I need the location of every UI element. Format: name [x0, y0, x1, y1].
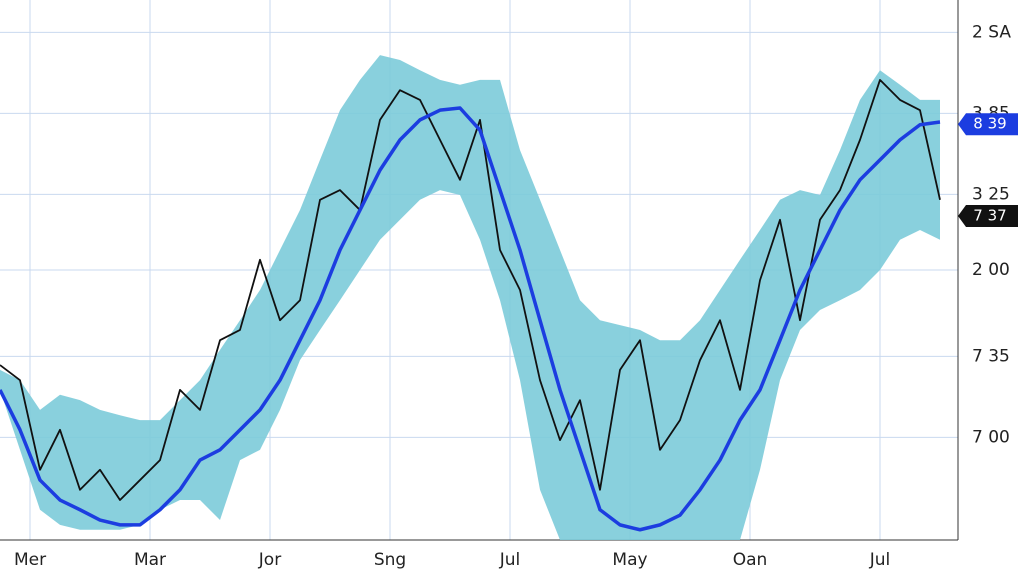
x-tick-label: Jul	[499, 550, 521, 570]
x-tick-label: May	[612, 550, 647, 570]
series-line	[0, 79, 941, 501]
y-tick-label: 7 35	[972, 346, 1010, 366]
x-tick-label: Mar	[134, 550, 166, 570]
x-tick-label: Oan	[733, 550, 768, 570]
x-tick-label: Mer	[14, 550, 46, 570]
x-tick-label: Jor	[258, 550, 281, 570]
x-tick-label: Sng	[374, 550, 406, 570]
price-tag-label: 7 37	[973, 207, 1006, 225]
price-tag	[958, 113, 1018, 136]
y-tick-label: 7 00	[972, 427, 1010, 447]
y-tick-label: 3 25	[972, 184, 1010, 204]
price-tag-label: 8 39	[973, 115, 1006, 133]
series-line	[0, 106, 941, 532]
price-tag	[958, 205, 1018, 227]
x-tick-label: Jul	[869, 550, 891, 570]
y-tick-label: 2 SA	[972, 22, 1011, 42]
band-area	[0, 55, 940, 540]
y-tick-label: 2 00	[972, 260, 1010, 280]
